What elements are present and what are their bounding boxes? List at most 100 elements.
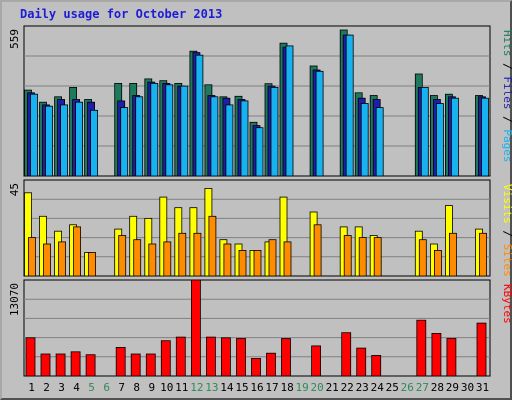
hits-bar-pages-3 <box>60 104 68 177</box>
visits-gridlines <box>24 198 490 258</box>
visits-bar-sites-17 <box>268 239 277 277</box>
kbytes-bar-kbytes-13 <box>205 336 216 377</box>
x-tick-30: 30 <box>461 381 474 394</box>
x-tick-3: 3 <box>58 381 65 394</box>
hits-bar-pages-8 <box>135 96 144 177</box>
legend-files: Files <box>501 76 512 109</box>
visits-bar-sites-27 <box>418 239 427 277</box>
visits-bar-sites-10 <box>163 241 172 277</box>
visits-bar-sites-1 <box>28 237 36 277</box>
kbytes-legend: KBytes <box>501 284 512 324</box>
x-tick-24: 24 <box>371 381 385 394</box>
legend-sites: Sites <box>501 244 512 277</box>
visits-bar-sites-12 <box>193 232 202 277</box>
hits-bar-pages-23 <box>360 103 369 177</box>
visits-bar-sites-13 <box>208 215 217 277</box>
x-tick-29: 29 <box>446 381 459 394</box>
legend-pages: Pages <box>501 129 512 162</box>
visits-bar-sites-2 <box>43 243 51 277</box>
hits-bar-pages-5 <box>90 109 98 177</box>
x-tick-7: 7 <box>118 381 125 394</box>
hits-bar-pages-18 <box>285 45 294 177</box>
x-tick-27: 27 <box>416 381 429 394</box>
kbytes-bar-kbytes-8 <box>130 353 141 377</box>
visits-bar-sites-31 <box>479 232 487 277</box>
visits-bar-sites-23 <box>358 237 367 277</box>
x-tick-18: 18 <box>280 381 293 394</box>
x-tick-20: 20 <box>310 381 323 394</box>
visits-legend: Visits / Sites <box>501 184 512 277</box>
kbytes-bar-kbytes-17 <box>266 352 276 377</box>
x-tick-23: 23 <box>356 381 369 394</box>
kbytes-bar-kbytes-15 <box>236 338 246 377</box>
kbytes-bar-kbytes-11 <box>175 336 186 377</box>
x-tick-4: 4 <box>73 381 80 394</box>
kbytes-bar-kbytes-24 <box>371 354 382 377</box>
x-tick-25: 25 <box>386 381 399 394</box>
x-tick-1: 1 <box>28 381 35 394</box>
visits-panel: 45 Visits / Sites <box>8 179 512 277</box>
visits-bar-sites-5 <box>88 252 96 277</box>
kbytes-bar-kbytes-4 <box>70 351 81 377</box>
hits-bar-pages-12 <box>195 54 204 177</box>
x-tick-19: 19 <box>295 381 308 394</box>
visits-bar-sites-11 <box>178 232 187 277</box>
visits-ymax-label: 45 <box>8 183 21 196</box>
x-tick-17: 17 <box>265 381 278 394</box>
visits-bar-sites-8 <box>133 239 142 277</box>
x-tick-labels: 1 2 3 4 5 6 7 8 9 10 11 12 13 14 15 16 17 18 19 20 21 22 23 24 2… <box>28 381 489 394</box>
x-tick-10: 10 <box>160 381 173 394</box>
kbytes-bar-kbytes-23 <box>356 347 367 377</box>
kbytes-bar-kbytes-3 <box>55 353 66 377</box>
visits-bar-sites-18 <box>283 241 292 277</box>
legend-hits: Hits <box>501 30 512 57</box>
hits-bar-pages-20 <box>315 70 324 177</box>
x-tick-14: 14 <box>220 381 234 394</box>
kbytes-ymax-label: 13070 <box>8 283 21 316</box>
hits-bar-pages-2 <box>45 105 53 177</box>
kbytes-bar-kbytes-16 <box>251 357 261 377</box>
kbytes-bar-kbytes-18 <box>281 338 291 377</box>
legend-visits: Visits <box>501 184 512 224</box>
x-tick-22: 22 <box>341 381 354 394</box>
kbytes-bar-kbytes-22 <box>341 332 352 377</box>
hits-bar-pages-10 <box>165 84 174 177</box>
x-tick-16: 16 <box>250 381 263 394</box>
hits-series-pages <box>30 34 489 177</box>
hits-bar-pages-17 <box>270 87 279 177</box>
legend-kbytes: KBytes <box>501 284 512 324</box>
hits-bar-pages-16 <box>255 127 264 177</box>
hits-legend: Hits / Files / Pages <box>501 30 512 163</box>
x-tick-11: 11 <box>175 381 188 394</box>
visits-series-sites <box>28 215 487 277</box>
kbytes-bar-kbytes-2 <box>40 353 51 377</box>
hits-bar-pages-7 <box>120 107 129 177</box>
visits-bar-sites-16 <box>253 249 262 277</box>
kbytes-bar-kbytes-31 <box>476 322 487 377</box>
hits-bar-pages-27 <box>420 87 429 177</box>
kbytes-bar-kbytes-27 <box>416 319 427 377</box>
kbytes-bar-kbytes-12 <box>190 279 201 377</box>
x-tick-13: 13 <box>205 381 218 394</box>
x-tick-15: 15 <box>235 381 248 394</box>
kbytes-bar-kbytes-14 <box>220 337 231 377</box>
x-tick-21: 21 <box>326 381 339 394</box>
visits-bar-visits-1 <box>24 192 32 277</box>
kbytes-bar-kbytes-5 <box>85 354 96 377</box>
visits-bar-sites-24 <box>373 237 382 277</box>
visits-bar-sites-15 <box>238 249 247 277</box>
visits-bar-sites-3 <box>58 241 66 277</box>
hits-bar-pages-31 <box>481 97 489 177</box>
kbytes-bar-kbytes-28 <box>431 332 442 377</box>
hits-bar-pages-1 <box>30 93 38 177</box>
x-tick-5: 5 <box>88 381 95 394</box>
kbytes-bar-kbytes-9 <box>145 353 156 377</box>
hits-bar-pages-29 <box>450 97 459 177</box>
kbytes-gridlines <box>24 298 490 358</box>
kbytes-series-kbytes <box>25 279 487 377</box>
kbytes-panel: 13070 KBytes <box>8 279 512 377</box>
chart-title: Daily usage for October 2013 <box>20 7 222 21</box>
kbytes-bar-kbytes-1 <box>25 337 36 377</box>
visits-bar-visits-10 <box>159 196 168 277</box>
